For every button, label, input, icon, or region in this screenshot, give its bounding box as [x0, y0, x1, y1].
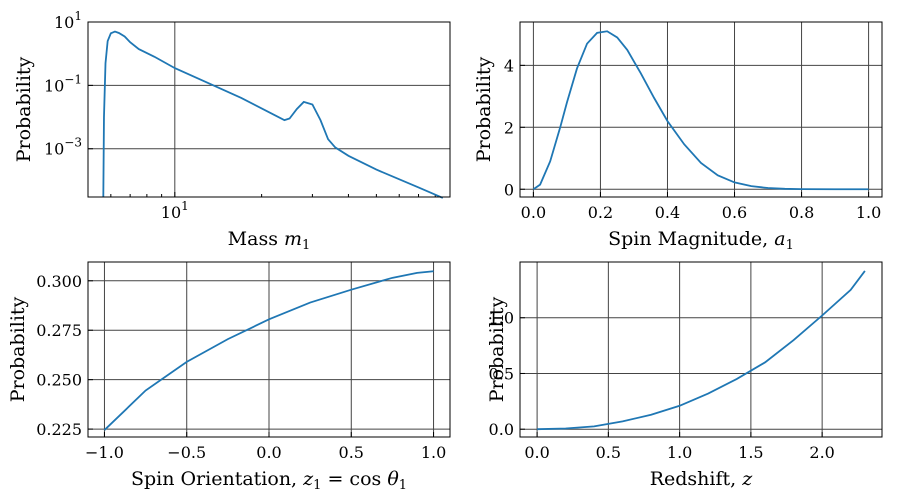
x-tick-label: 0.5 [339, 443, 364, 462]
x-tick-label: 0.6 [722, 203, 747, 222]
plot-frame [87, 21, 451, 198]
y-tick-label: 0.300 [36, 272, 82, 291]
y-axis-label: Probability [473, 56, 495, 162]
plot-frame [519, 21, 883, 198]
x-tick-label: −1.0 [85, 443, 124, 462]
x-tick-label: −0.5 [167, 443, 206, 462]
y-tick-label: 0.275 [36, 321, 82, 340]
y-axis-label: Probability [486, 296, 508, 402]
x-tick-label: 0.0 [524, 443, 549, 462]
x-axis-label: Redshift, z [650, 468, 754, 490]
x-tick-label: 1.0 [421, 443, 446, 462]
y-tick-label: 0 [504, 180, 514, 199]
x-tick-label: 1.0 [856, 203, 881, 222]
y-tick-label: 0.0 [489, 420, 514, 439]
y-tick-label: 10−1 [44, 72, 82, 95]
spin-magnitude-panel: 0 2 4 0.0 0.2 0.4 0.6 0.8 1.0 Spin Magnitude, a1 P… [473, 21, 883, 253]
plot-frame [87, 261, 451, 438]
x-tick-label: 0.0 [521, 203, 546, 222]
y-tick-label: 0.250 [36, 371, 82, 390]
redshift-panel: 0.0 0.5 1.0 0.0 0.5 1.0 1.5 2.0 Redshift, z Proba… [486, 261, 883, 490]
x-tick-label: 0.0 [256, 443, 281, 462]
x-tick-label: 0.2 [588, 203, 613, 222]
x-tick-label: 1.0 [667, 443, 692, 462]
y-tick-label: 0.225 [36, 420, 82, 439]
x-axis-label: Spin Orientation, z1 = cos θ1 [131, 468, 407, 493]
series-line [102, 30, 444, 199]
x-tick-label: 0.8 [789, 203, 814, 222]
series-line [532, 30, 869, 191]
series-line [537, 270, 866, 431]
spin-orientation-panel: 0.225 0.250 0.275 0.300 −1.0 −0.5 0.0 0.5 1.0 Spi… [7, 261, 451, 493]
x-tick-label: 1.5 [738, 443, 763, 462]
x-tick-label: 101 [161, 199, 189, 222]
x-tick-label: 0.4 [655, 203, 680, 222]
y-axis-label: Probability [13, 56, 35, 162]
series-line [103, 270, 434, 431]
mass-panel: 101 10−1 10−3 101 Mass m1 Probability [13, 9, 451, 253]
plot-frame [519, 261, 883, 438]
x-axis-label: Mass m1 [228, 228, 311, 253]
y-tick-label: 10−3 [44, 136, 82, 159]
y-axis-label: Probability [7, 296, 29, 402]
x-tick-label: 2.0 [809, 443, 834, 462]
x-tick-label: 0.5 [596, 443, 621, 462]
x-axis-label: Spin Magnitude, a1 [608, 228, 794, 253]
y-tick-label: 4 [504, 56, 514, 75]
y-tick-label: 101 [54, 9, 82, 32]
y-tick-label: 2 [504, 118, 514, 137]
y-tick-label: 1.0 [489, 309, 514, 328]
y-tick-label: 0.5 [489, 364, 514, 383]
